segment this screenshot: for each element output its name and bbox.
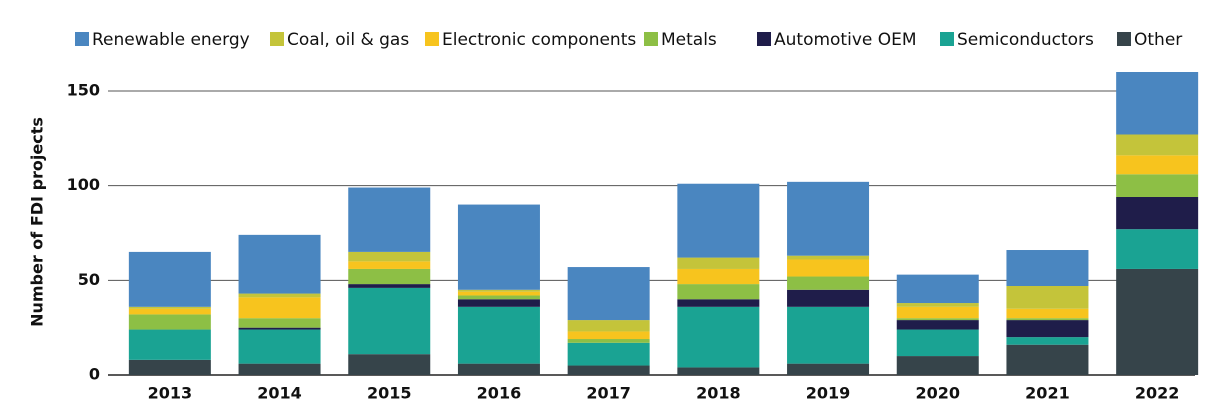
x-tick-label: 2020 <box>915 384 960 403</box>
legend-label: Metals <box>661 30 717 50</box>
bar-segment <box>348 287 431 355</box>
bar-segment <box>677 284 760 300</box>
legend-swatch <box>75 32 89 46</box>
bar-segment <box>567 320 650 332</box>
bar-segment <box>238 297 321 319</box>
legend-label: Automotive OEM <box>774 30 917 50</box>
bar-segment <box>457 299 540 307</box>
bar-segment <box>1006 320 1089 338</box>
x-tick-label: 2022 <box>1135 384 1180 403</box>
bar-segment <box>787 276 870 290</box>
x-tick-label: 2013 <box>148 384 193 403</box>
bar-segment <box>238 363 321 375</box>
bar-segment <box>128 329 211 360</box>
bar-segment <box>457 289 540 292</box>
bar-segment <box>677 257 760 269</box>
bar-segment <box>238 293 321 298</box>
bar-segment <box>1116 134 1199 156</box>
bar-segment <box>238 327 321 330</box>
bar-segment <box>128 359 211 375</box>
legend-swatch <box>425 32 439 46</box>
bar-segment <box>677 306 760 368</box>
y-tick-label: 100 <box>67 175 100 194</box>
y-axis-label: Number of FDI projects <box>28 117 47 327</box>
bar-segment <box>1116 229 1199 269</box>
bar-segment <box>896 320 979 330</box>
legend-swatch <box>1117 32 1131 46</box>
bar-segment <box>896 329 979 357</box>
bar-segment <box>567 365 650 375</box>
legend-label: Semiconductors <box>957 30 1094 50</box>
bar-segment <box>238 234 321 294</box>
bar-segment <box>1116 72 1199 135</box>
bar-segment <box>348 354 431 375</box>
bar-segment <box>896 318 979 321</box>
bar-segment <box>348 187 431 252</box>
bar-segment <box>457 295 540 300</box>
y-tick-label: 0 <box>89 365 100 384</box>
bar-segment <box>457 363 540 375</box>
bar-segment <box>896 356 979 375</box>
bar-segment <box>1006 318 1089 321</box>
bar-segment <box>238 318 321 328</box>
x-tick-label: 2016 <box>477 384 522 403</box>
bar-segment <box>128 314 211 330</box>
bar-segment <box>238 329 321 364</box>
x-tick-label: 2021 <box>1025 384 1070 403</box>
legend-label: Coal, oil & gas <box>287 30 409 50</box>
legend-label: Renewable energy <box>92 30 250 50</box>
bar-segment <box>1006 344 1089 375</box>
bar-segment <box>1116 196 1199 230</box>
legend-swatch <box>270 32 284 46</box>
bar-segment <box>787 259 870 277</box>
bar-segment <box>348 268 431 285</box>
bar-segment <box>1006 308 1089 319</box>
bar-segment <box>348 251 431 262</box>
bar-segment <box>567 331 650 340</box>
bar-segment <box>128 308 211 315</box>
bar-segment <box>1006 337 1089 345</box>
legend-label: Electronic components <box>442 30 636 50</box>
bar-segment <box>1116 268 1199 375</box>
bar-segment <box>896 274 979 304</box>
legend-swatch <box>757 32 771 46</box>
bar-segment <box>457 306 540 364</box>
bar-segment <box>677 183 760 258</box>
y-tick-label: 50 <box>78 270 100 289</box>
x-tick-label: 2015 <box>367 384 412 403</box>
bar-segment <box>128 306 211 309</box>
bar-segment <box>457 291 540 296</box>
bar-segment <box>1116 174 1199 197</box>
bar-segment <box>567 339 650 343</box>
bar-segment <box>677 268 760 285</box>
bar-segment <box>787 289 870 307</box>
bar-segment <box>787 255 870 260</box>
x-tick-label: 2017 <box>586 384 631 403</box>
x-tick-label: 2018 <box>696 384 741 403</box>
bar-segment <box>1006 250 1089 286</box>
legend-swatch <box>940 32 954 46</box>
bar-segment <box>787 363 870 375</box>
legend-label: Other <box>1134 30 1182 50</box>
bar-segment <box>787 306 870 364</box>
bar-segment <box>787 181 870 256</box>
x-tick-label: 2019 <box>806 384 851 403</box>
bar-segment <box>567 342 650 366</box>
y-tick-label: 150 <box>67 80 100 99</box>
bar-segment <box>1116 155 1199 175</box>
bar-segment <box>457 204 540 290</box>
x-tick-label: 2014 <box>257 384 302 403</box>
bar-segment <box>896 303 979 307</box>
bar-segment <box>1006 285 1089 309</box>
bar-segment <box>677 299 760 307</box>
bar-segment <box>677 367 760 375</box>
legend-swatch <box>644 32 658 46</box>
bar-segment <box>567 267 650 321</box>
bar-segment <box>348 261 431 269</box>
bar-segment <box>128 251 211 307</box>
bar-segment <box>348 284 431 288</box>
bar-segment <box>896 306 979 319</box>
